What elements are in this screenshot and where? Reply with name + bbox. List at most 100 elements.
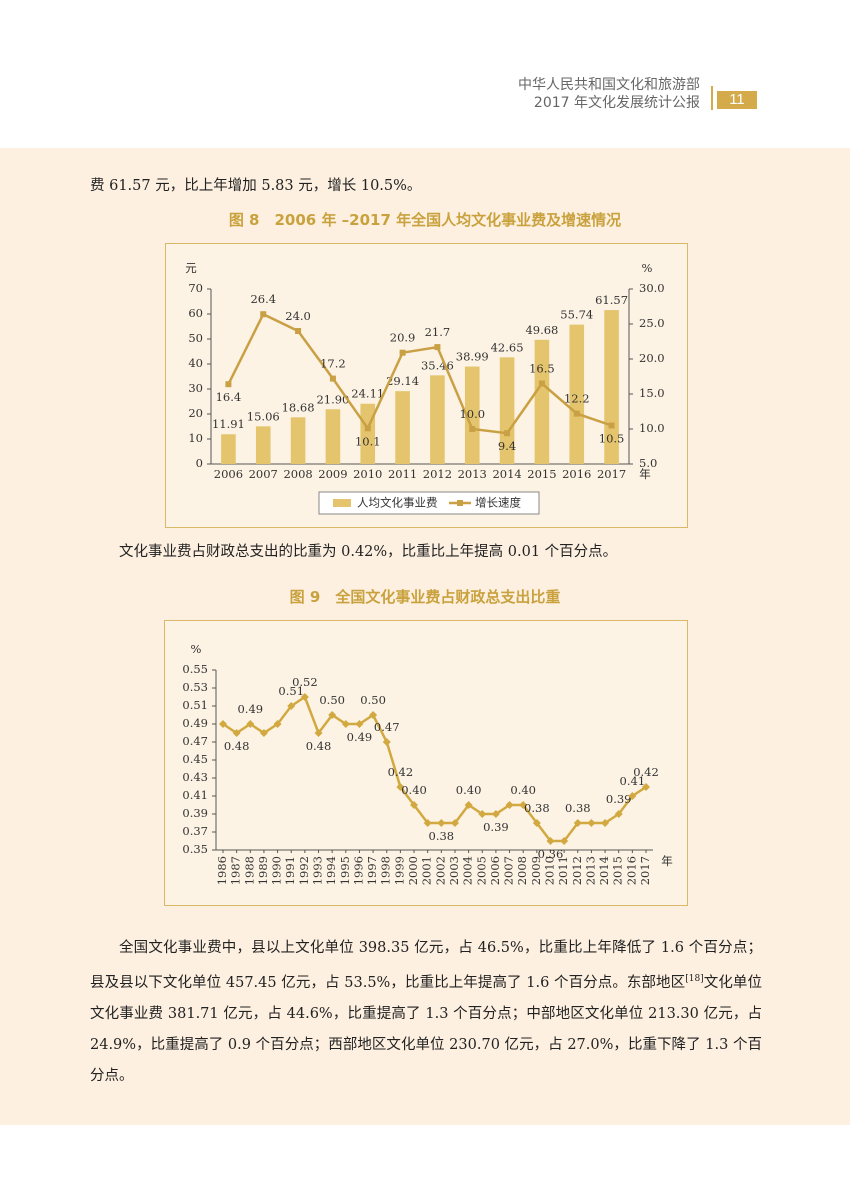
marker <box>260 311 267 318</box>
value-label: 9.4 <box>498 439 516 453</box>
marker <box>608 422 615 429</box>
chart: 0 10 20 30 40 50 60 70 元 5.0 10.0 15.0 20.0 25.0 30.0%… <box>165 243 688 528</box>
line <box>227 312 612 435</box>
marker <box>259 729 268 737</box>
value-label: 0.51 <box>278 684 304 698</box>
y-tick-label: 0.53 <box>182 680 208 694</box>
value-label: 0.41 <box>620 774 646 788</box>
bar <box>430 375 445 464</box>
marker <box>219 720 227 728</box>
x-tick-label: 1993 <box>311 856 325 885</box>
bar <box>255 426 271 464</box>
x-tick-label: 2013 <box>583 856 597 885</box>
marker <box>519 801 528 809</box>
value-label: 17.2 <box>320 357 346 371</box>
marker <box>504 430 511 437</box>
legend-swatch <box>457 500 463 506</box>
y-tick-label: 50 <box>188 331 203 345</box>
line <box>222 695 647 843</box>
marker <box>587 819 596 827</box>
y2-tick-label: 25.0 <box>639 316 665 330</box>
text: 文化单位文化事业费 381.71 亿元，占 44.6%，比重提高了 1.3 个百… <box>90 974 763 1084</box>
marker <box>328 711 337 719</box>
chart: 0.350.370.390.410.430.450.470.490.510.53… <box>164 620 688 906</box>
y-tick-label: 60 <box>188 306 203 320</box>
x-tick-label: 2017 <box>597 467 626 481</box>
marker <box>469 426 476 432</box>
y-tick-label: 40 <box>188 356 203 370</box>
value-label: 0.42 <box>633 765 659 779</box>
marker <box>478 810 487 818</box>
x-tick-label: 2006 <box>214 467 243 481</box>
marker <box>314 729 323 737</box>
x-tick-label: 2006 <box>488 856 502 885</box>
x-tick-label: 1986 <box>215 856 229 885</box>
marker <box>273 720 282 728</box>
y2-tick-label: 15.0 <box>639 386 665 400</box>
x-tick-label: 2015 <box>611 856 625 885</box>
legend-swatch <box>333 499 351 507</box>
value-label: 0.38 <box>524 801 550 815</box>
value-label: 0.49 <box>347 730 373 744</box>
value-label: 0.49 <box>237 702 263 716</box>
x-tick-label: 2010 <box>353 467 382 481</box>
y-tick-label: 0 <box>196 456 203 470</box>
value-label: 42.65 <box>491 340 524 354</box>
x-tick-label: 1987 <box>229 856 243 885</box>
marker <box>546 837 555 845</box>
x-tick-label: 2012 <box>423 467 452 481</box>
value-label: 11.91 <box>212 417 245 431</box>
value-label: 0.40 <box>401 783 427 797</box>
x-tick-label: 1990 <box>270 856 284 885</box>
footnote-ref: [18] <box>685 974 704 984</box>
x-tick-label: 1991 <box>283 856 297 885</box>
value-label: 38.99 <box>456 350 489 364</box>
y-tick-label: 0.49 <box>182 716 208 730</box>
value-label: 0.48 <box>306 739 332 753</box>
y-tick-label: 70 <box>188 281 203 295</box>
value-label: 0.39 <box>606 792 632 806</box>
bar <box>325 409 341 464</box>
paragraph: 全国文化事业费中，县以上文化单位 398.35 亿元，占 46.5%，比重比上年… <box>90 933 762 1092</box>
x-axis-label: 年 <box>639 467 651 481</box>
bar <box>569 324 585 464</box>
marker <box>369 711 378 719</box>
value-label: 10.0 <box>459 407 485 421</box>
y-tick-label: 30 <box>188 381 203 395</box>
divider <box>711 86 713 110</box>
value-label: 55.74 <box>560 308 593 322</box>
y-tick-label: 0.51 <box>182 698 208 712</box>
marker <box>355 720 364 728</box>
value-label: 15.06 <box>247 409 280 423</box>
marker <box>437 819 446 827</box>
y-tick-label: 0.37 <box>182 824 208 838</box>
x-tick-label: 1999 <box>392 856 406 885</box>
y-tick-label: 0.55 <box>182 662 208 676</box>
legend-label: 增长速度 <box>475 496 521 510</box>
x-tick-label: 2009 <box>529 856 543 885</box>
x-tick-label: 2007 <box>249 467 278 481</box>
paragraph: 费 61.57 元，比上年增加 5.83 元，增长 10.5%。 <box>90 178 422 194</box>
marker <box>628 792 637 800</box>
y-tick-label: 20 <box>188 406 203 420</box>
y-tick-label: 0.39 <box>182 806 208 820</box>
x-tick-label: 2008 <box>283 467 312 481</box>
value-label: 24.0 <box>285 309 311 323</box>
x-tick-label: 2009 <box>318 467 347 481</box>
bar <box>395 391 410 464</box>
x-tick-label: 2005 <box>474 856 488 885</box>
x-tick-label: 2011 <box>556 856 570 885</box>
y2-tick-label: 10.0 <box>639 421 665 435</box>
x-tick-label: 2002 <box>433 856 447 885</box>
marker <box>300 693 309 701</box>
x-tick-label: 2001 <box>420 856 434 885</box>
marker <box>382 738 391 746</box>
marker <box>225 381 232 388</box>
marker <box>329 375 336 382</box>
chart-title: 图 9 全国文化事业费占财政总支出比重 <box>289 588 561 606</box>
y-axis-label: 元 <box>185 261 197 275</box>
text: 全国文化事业费中，县以上文化单位 398.35 亿元，占 46.5%，比重比上年… <box>90 940 762 991</box>
value-label: 21.90 <box>316 392 349 406</box>
x-tick-label: 2004 <box>461 856 475 885</box>
value-label: 0.50 <box>360 693 386 707</box>
